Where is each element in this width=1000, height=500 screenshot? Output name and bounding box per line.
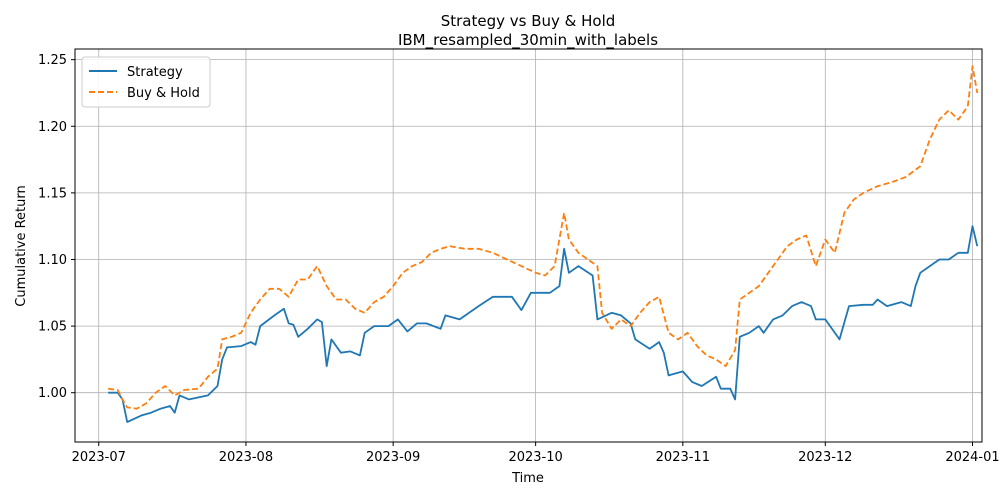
y-tick-label: 1.00 <box>38 386 67 401</box>
y-tick-label: 1.10 <box>38 253 67 268</box>
x-tick-label: 2023-11 <box>656 450 710 465</box>
x-tick-label: 2023-09 <box>366 450 420 465</box>
x-axis-label: Time <box>511 471 544 486</box>
plot-area-frame <box>74 48 983 443</box>
y-tick-label: 1.20 <box>38 120 67 135</box>
series-lines <box>108 65 979 423</box>
y-tick-label: 1.15 <box>38 186 67 201</box>
legend-box <box>81 56 211 108</box>
legend: Strategy Buy & Hold <box>81 56 211 108</box>
legend-buyhold-label: Buy & Hold <box>127 86 200 101</box>
y-axis-label: Cumulative Return <box>14 185 29 306</box>
x-tick-label: 2023-10 <box>508 450 562 465</box>
chart-title: Strategy vs Buy & Hold <box>441 12 616 30</box>
y-tick-label: 1.25 <box>38 53 67 68</box>
legend-strategy-label: Strategy <box>127 65 183 80</box>
grid <box>75 49 982 442</box>
x-tick-label: 2024-01 <box>945 450 999 465</box>
series-line-0 <box>108 225 979 423</box>
ticks: 2023-07 2023-08 2023-09 2023-10 2023-11 2023-… <box>38 53 1000 465</box>
series-line-1 <box>108 65 979 410</box>
x-tick-label: 2023-08 <box>219 450 273 465</box>
chart-subtitle: IBM_resampled_30min_with_labels <box>398 31 658 50</box>
x-tick-label: 2023-12 <box>798 450 852 465</box>
x-tick-label: 2023-07 <box>72 450 126 465</box>
y-tick-label: 1.05 <box>38 320 67 335</box>
